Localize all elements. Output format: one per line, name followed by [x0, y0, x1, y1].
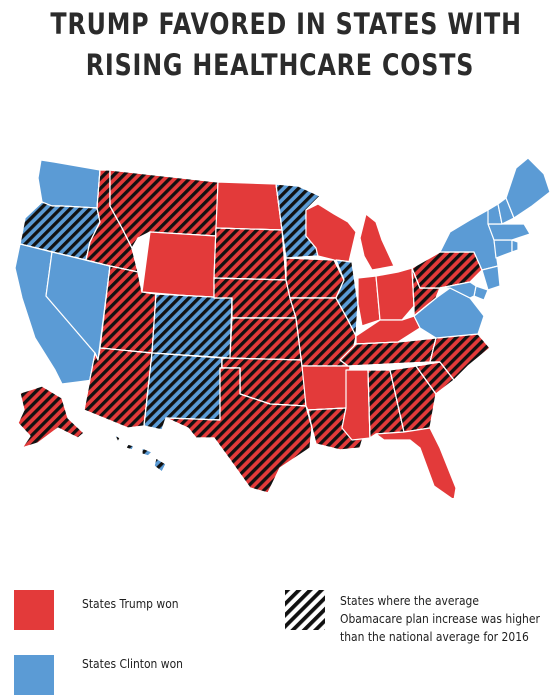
- state-in: [357, 275, 381, 327]
- state-co: [151, 293, 233, 359]
- state-mn: [275, 183, 321, 259]
- state-sc: [415, 361, 455, 395]
- state-tx: [165, 367, 313, 494]
- state-va: [413, 287, 485, 339]
- state-pa: [411, 251, 483, 289]
- state-hi: [113, 433, 167, 473]
- state-ri: [511, 239, 519, 253]
- legend-hatch-label: States where the average Obamacare plan …: [340, 592, 540, 646]
- state-wa: [37, 159, 101, 209]
- legend-trump-label: States Trump won: [82, 596, 179, 611]
- legend-hatch-swatch: [285, 590, 325, 630]
- state-me: [505, 157, 551, 219]
- state-wi: [305, 203, 357, 267]
- legend-hatch-line-1: States where the average: [340, 593, 479, 608]
- state-nd: [215, 181, 283, 231]
- title-line-2: RISING HEALTHCARE COSTS: [85, 48, 475, 82]
- state-ma: [487, 223, 531, 241]
- state-fl: [375, 427, 457, 498]
- state-ct: [493, 239, 513, 259]
- us-map: [0, 148, 560, 498]
- title-line-1: TRUMP FAVORED IN STATES WITH: [50, 7, 522, 41]
- state-al: [367, 369, 405, 439]
- state-ne: [213, 277, 297, 319]
- state-ks: [229, 317, 303, 361]
- legend-hatch-line-3: than the national average for 2016: [340, 629, 529, 644]
- state-md: [439, 281, 477, 299]
- state-sd: [213, 227, 287, 281]
- state-ia: [285, 257, 345, 299]
- legend-trump-swatch: [14, 590, 54, 630]
- legend-hatch-line-2: Obamacare plan increase was higher: [340, 611, 540, 626]
- state-mt: [109, 169, 219, 249]
- state-ga: [389, 365, 437, 433]
- state-ar: [301, 365, 351, 411]
- state-ok: [221, 357, 307, 407]
- state-tn: [339, 337, 437, 367]
- state-wy: [141, 231, 217, 299]
- map-title: TRUMP FAVORED IN STATES WITH RISING HEAL…: [50, 4, 522, 86]
- state-nj: [481, 265, 501, 291]
- state-ak: [17, 385, 85, 449]
- state-az: [83, 347, 153, 429]
- state-or: [19, 201, 101, 261]
- state-oh: [375, 267, 415, 321]
- state-ms: [341, 369, 371, 441]
- legend-clinton-label: States Clinton won: [82, 656, 183, 671]
- legend-clinton-swatch: [14, 655, 54, 695]
- state-il: [335, 259, 359, 337]
- state-mi: [359, 213, 395, 271]
